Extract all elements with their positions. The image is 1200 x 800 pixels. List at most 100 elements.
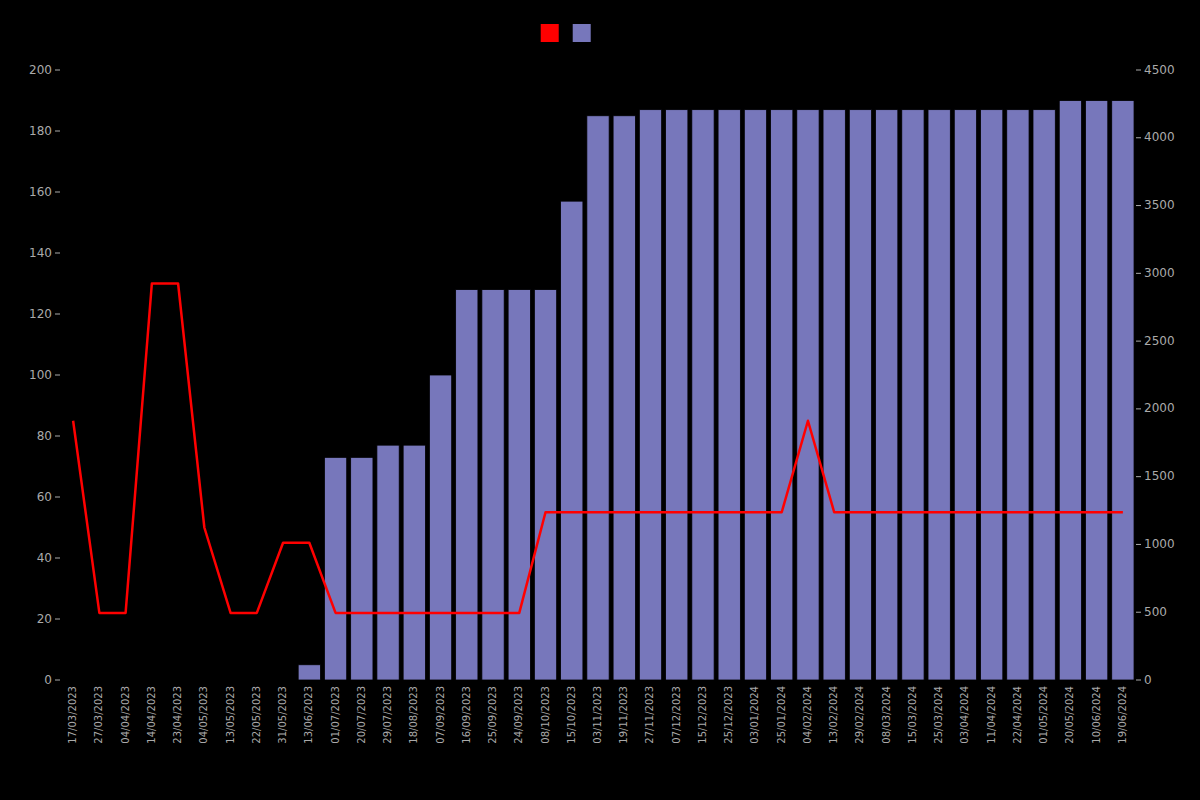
y2-tick — [1136, 70, 1141, 71]
chart: 0204060801001201401601802000500100015002… — [0, 0, 1200, 800]
bar — [849, 110, 871, 680]
x-tick-label: 23/04/2023 — [172, 686, 183, 744]
y2-tick-label: 0 — [1144, 673, 1152, 687]
bar — [771, 110, 793, 680]
x-tick-label: 24/09/2023 — [513, 686, 524, 744]
bar — [1085, 101, 1107, 681]
x-tick-label: 19/06/2024 — [1117, 686, 1128, 744]
y2-tick-label: 3500 — [1144, 198, 1175, 212]
x-tick-label: 29/07/2023 — [382, 686, 393, 744]
x-tick-label: 15/12/2023 — [697, 686, 708, 744]
bar — [324, 457, 346, 680]
bar — [403, 445, 425, 680]
bar — [666, 110, 688, 680]
background — [0, 0, 1200, 800]
x-tick-label: 25/09/2023 — [487, 686, 498, 744]
bar — [167, 680, 189, 681]
bar — [219, 680, 241, 681]
bar — [954, 110, 976, 680]
x-tick-label: 13/06/2023 — [303, 686, 314, 744]
x-tick-label: 29/02/2024 — [854, 686, 865, 744]
y-tick-label: 200 — [29, 63, 52, 77]
y2-tick — [1136, 612, 1141, 613]
y-tick — [55, 680, 60, 681]
y-tick — [55, 375, 60, 376]
bar — [62, 680, 84, 681]
y-tick-label: 0 — [44, 673, 52, 687]
x-tick-label: 25/01/2024 — [776, 686, 787, 744]
y-tick-label: 20 — [37, 612, 52, 626]
bar — [1059, 101, 1081, 681]
line — [73, 284, 1123, 613]
y2-tick-label: 3000 — [1144, 266, 1175, 280]
y-tick-label: 80 — [37, 429, 52, 443]
y-tick — [55, 253, 60, 254]
bar — [797, 110, 819, 680]
bar — [114, 680, 136, 681]
y2-tick — [1136, 273, 1141, 274]
y2-tick — [1136, 408, 1141, 409]
y-tick — [55, 192, 60, 193]
y-tick-label: 100 — [29, 368, 52, 382]
bar — [613, 116, 635, 680]
y2-tick — [1136, 680, 1141, 681]
x-tick-label: 27/11/2023 — [644, 686, 655, 744]
x-tick-label: 04/04/2023 — [120, 686, 131, 744]
bar — [639, 110, 661, 680]
y-tick-label: 60 — [37, 490, 52, 504]
bar — [246, 680, 268, 681]
bar — [508, 290, 530, 680]
x-tick-label: 03/04/2024 — [959, 686, 970, 744]
y-tick-label: 140 — [29, 246, 52, 260]
bar — [377, 445, 399, 680]
y2-axis: 050010001500200025003000350040004500 — [1136, 63, 1175, 687]
bar — [456, 290, 478, 680]
x-tick-label: 08/10/2023 — [540, 686, 551, 744]
x-tick-label: 14/04/2023 — [146, 686, 157, 744]
x-tick-label: 31/05/2023 — [277, 686, 288, 744]
y-axis: 020406080100120140160180200 — [29, 63, 60, 687]
x-tick-label: 20/05/2024 — [1064, 686, 1075, 744]
x-tick-label: 20/07/2023 — [356, 686, 367, 744]
bar — [876, 110, 898, 680]
bar — [534, 290, 556, 680]
y-tick — [55, 70, 60, 71]
x-tick-label: 19/11/2023 — [618, 686, 629, 744]
bar — [272, 680, 294, 681]
y2-tick-label: 1000 — [1144, 537, 1175, 551]
x-tick-label: 16/09/2023 — [461, 686, 472, 744]
bar — [587, 116, 609, 680]
bar — [928, 110, 950, 680]
x-tick-label: 08/03/2024 — [881, 686, 892, 744]
x-tick-label: 07/09/2023 — [435, 686, 446, 744]
x-tick-label: 13/02/2024 — [828, 686, 839, 744]
x-axis: 17/03/202327/03/202304/04/202314/04/2023… — [67, 686, 1128, 744]
y-tick-label: 180 — [29, 124, 52, 138]
y2-tick-label: 4000 — [1144, 130, 1175, 144]
y-tick — [55, 436, 60, 437]
x-tick-label: 15/10/2023 — [566, 686, 577, 744]
y2-tick — [1136, 137, 1141, 138]
x-tick-label: 10/06/2024 — [1091, 686, 1102, 744]
y2-tick — [1136, 341, 1141, 342]
x-tick-label: 11/04/2024 — [986, 686, 997, 744]
y-tick-label: 160 — [29, 185, 52, 199]
bar — [1007, 110, 1029, 680]
bar — [298, 665, 320, 680]
bar — [1033, 110, 1055, 680]
y-tick — [55, 497, 60, 498]
plot-area — [73, 101, 1134, 681]
x-tick-label: 15/03/2024 — [907, 686, 918, 744]
y-tick — [55, 314, 60, 315]
x-tick-label: 27/03/2023 — [93, 686, 104, 744]
x-tick-label: 13/05/2023 — [225, 686, 236, 744]
x-tick-label: 07/12/2023 — [671, 686, 682, 744]
bar — [902, 110, 924, 680]
x-tick-label: 04/02/2024 — [802, 686, 813, 744]
y2-tick-label: 1500 — [1144, 469, 1175, 483]
x-tick-label: 03/11/2023 — [592, 686, 603, 744]
y-tick — [55, 131, 60, 132]
bar — [718, 110, 740, 680]
bar — [88, 680, 110, 681]
bar — [141, 680, 163, 681]
